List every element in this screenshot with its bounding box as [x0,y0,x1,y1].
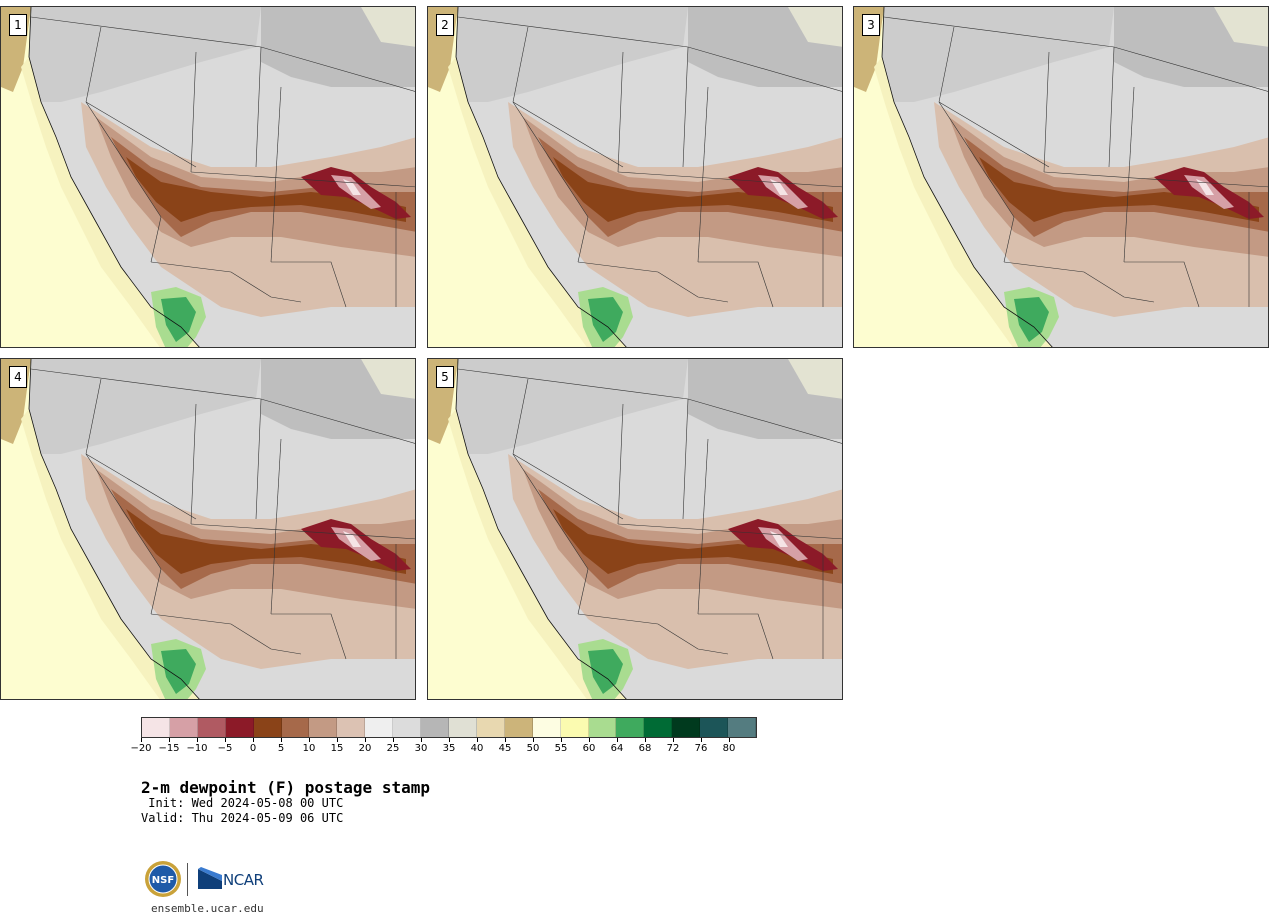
colorbar-segment [197,718,226,737]
colorbar-segment [476,718,505,737]
colorbar [141,717,757,738]
colorbar-segment [728,718,756,737]
colorbar-segment [225,718,254,737]
stamp-panel-2: 2 [427,6,843,348]
colorbar-segment [448,718,477,737]
colorbar-tick-label: 64 [610,743,624,754]
colorbar-segment [253,718,282,737]
logos: NSF NCAR [144,860,284,900]
colorbar-tick-label: 15 [330,743,344,754]
colorbar-tick-label: 55 [554,743,568,754]
panel-number: 4 [9,366,27,388]
ncar-logo: NCAR [197,867,277,891]
colorbar-tick-label: 20 [358,743,372,754]
nsf-logo-icon: NSF [145,861,181,897]
valid-time: Valid: Thu 2024-05-09 06 UTC [141,811,344,825]
colorbar-segment [700,718,729,737]
colorbar-tick-label: 35 [442,743,456,754]
colorbar-tick-label: 72 [666,743,680,754]
colorbar-segment [337,718,366,737]
colorbar-tick-label: −20 [130,743,152,754]
colorbar-tick-label: 68 [638,743,652,754]
nsf-logo-text: NSF [152,875,174,886]
colorbar-segment [532,718,561,737]
colorbar-segment [504,718,533,737]
ncar-logo-text: NCAR [223,871,264,889]
ncar-logo-icon [198,867,222,889]
colorbar-segment [393,718,422,737]
colorbar-ticks: −20 −15 −10 −5 0 5 10 15 20 25 30 35 40 45 50 55 60 64 68 7… [130,738,757,758]
colorbar-segment [309,718,338,737]
colorbar-segment [644,718,673,737]
colorbar-segment [672,718,701,737]
colorbar-segment [281,718,310,737]
colorbar-tick-label: 25 [386,743,400,754]
colorbar-segment [588,718,617,737]
stamp-panel-3: 3 [853,6,1269,348]
dewpoint-map [428,7,842,347]
colorbar-tick-label: 0 [249,743,257,754]
panel-number: 2 [436,14,454,36]
panel-number: 3 [862,14,880,36]
panel-number: 1 [9,14,27,36]
colorbar-segment [365,718,394,737]
figure-title: 2-m dewpoint (F) postage stamp [141,778,430,797]
colorbar-tick-label: 10 [302,743,316,754]
stamp-panel-5: 5 [427,358,843,700]
colorbar-tick-label: 50 [526,743,540,754]
colorbar-segment [142,718,170,737]
colorbar-tick-label: −10 [186,743,208,754]
dewpoint-map [1,359,415,699]
colorbar-tick-label: 80 [722,743,736,754]
colorbar-tick-label: −15 [158,743,180,754]
colorbar-tick-label: 60 [582,743,596,754]
colorbar-tick-label: 40 [470,743,484,754]
colorbar-tick-label: −5 [217,743,233,754]
colorbar-segment [560,718,589,737]
colorbar-tick-label: 5 [277,743,285,754]
dewpoint-map [428,359,842,699]
colorbar-tick-label: 30 [414,743,428,754]
website-url: ensemble.ucar.edu [151,902,264,915]
logo-divider [187,863,188,896]
colorbar-segment [169,718,198,737]
colorbar-segment [421,718,449,737]
stamp-panel-4: 4 [0,358,416,700]
dewpoint-map [854,7,1268,347]
init-time: Init: Wed 2024-05-08 00 UTC [141,796,344,810]
colorbar-tick-label: 76 [694,743,708,754]
dewpoint-map [1,7,415,347]
stamp-panel-1: 1 [0,6,416,348]
panel-number: 5 [436,366,454,388]
colorbar-segment [616,718,645,737]
colorbar-tick-label: 45 [498,743,512,754]
